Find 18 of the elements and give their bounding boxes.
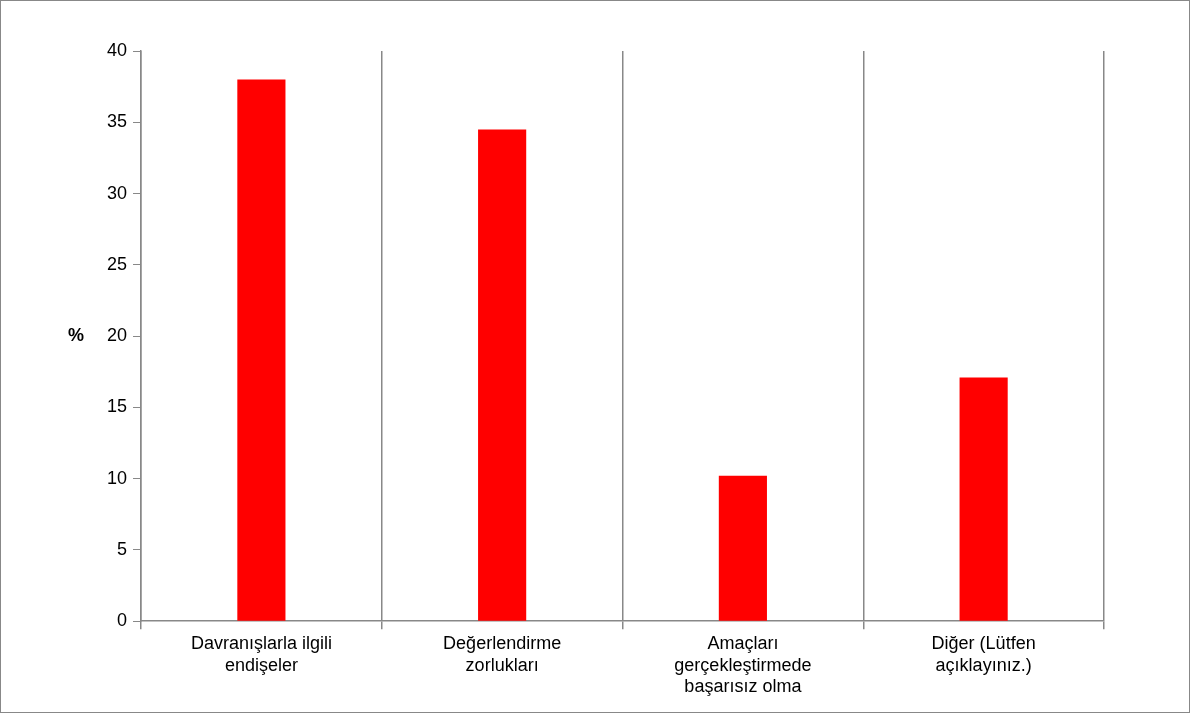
y-tick-label: 30 bbox=[106, 182, 128, 203]
bar bbox=[237, 79, 286, 621]
bar bbox=[959, 377, 1008, 621]
y-tick-label: 25 bbox=[106, 253, 128, 274]
y-tick-label: 0 bbox=[117, 610, 128, 631]
bar bbox=[478, 129, 527, 621]
x-tick-label: Diğer (Lütfen açıklayınız.) bbox=[931, 632, 1036, 675]
y-axis-title: % bbox=[67, 325, 85, 346]
x-tick-label: Amaçları gerçekleştirmede başarısız olma bbox=[674, 632, 812, 697]
y-tick-label: 15 bbox=[106, 396, 128, 417]
bar bbox=[718, 475, 767, 621]
y-tick-label: 20 bbox=[106, 325, 128, 346]
x-tick-label: Değerlendirme zorlukları bbox=[443, 632, 562, 675]
y-tick-label: 35 bbox=[106, 111, 128, 132]
x-tick-label: Davranışlarla ilgili endişeler bbox=[190, 632, 332, 675]
y-tick-label: 40 bbox=[106, 39, 128, 60]
y-tick-label: 10 bbox=[106, 467, 128, 488]
y-tick-label: 5 bbox=[117, 538, 128, 559]
